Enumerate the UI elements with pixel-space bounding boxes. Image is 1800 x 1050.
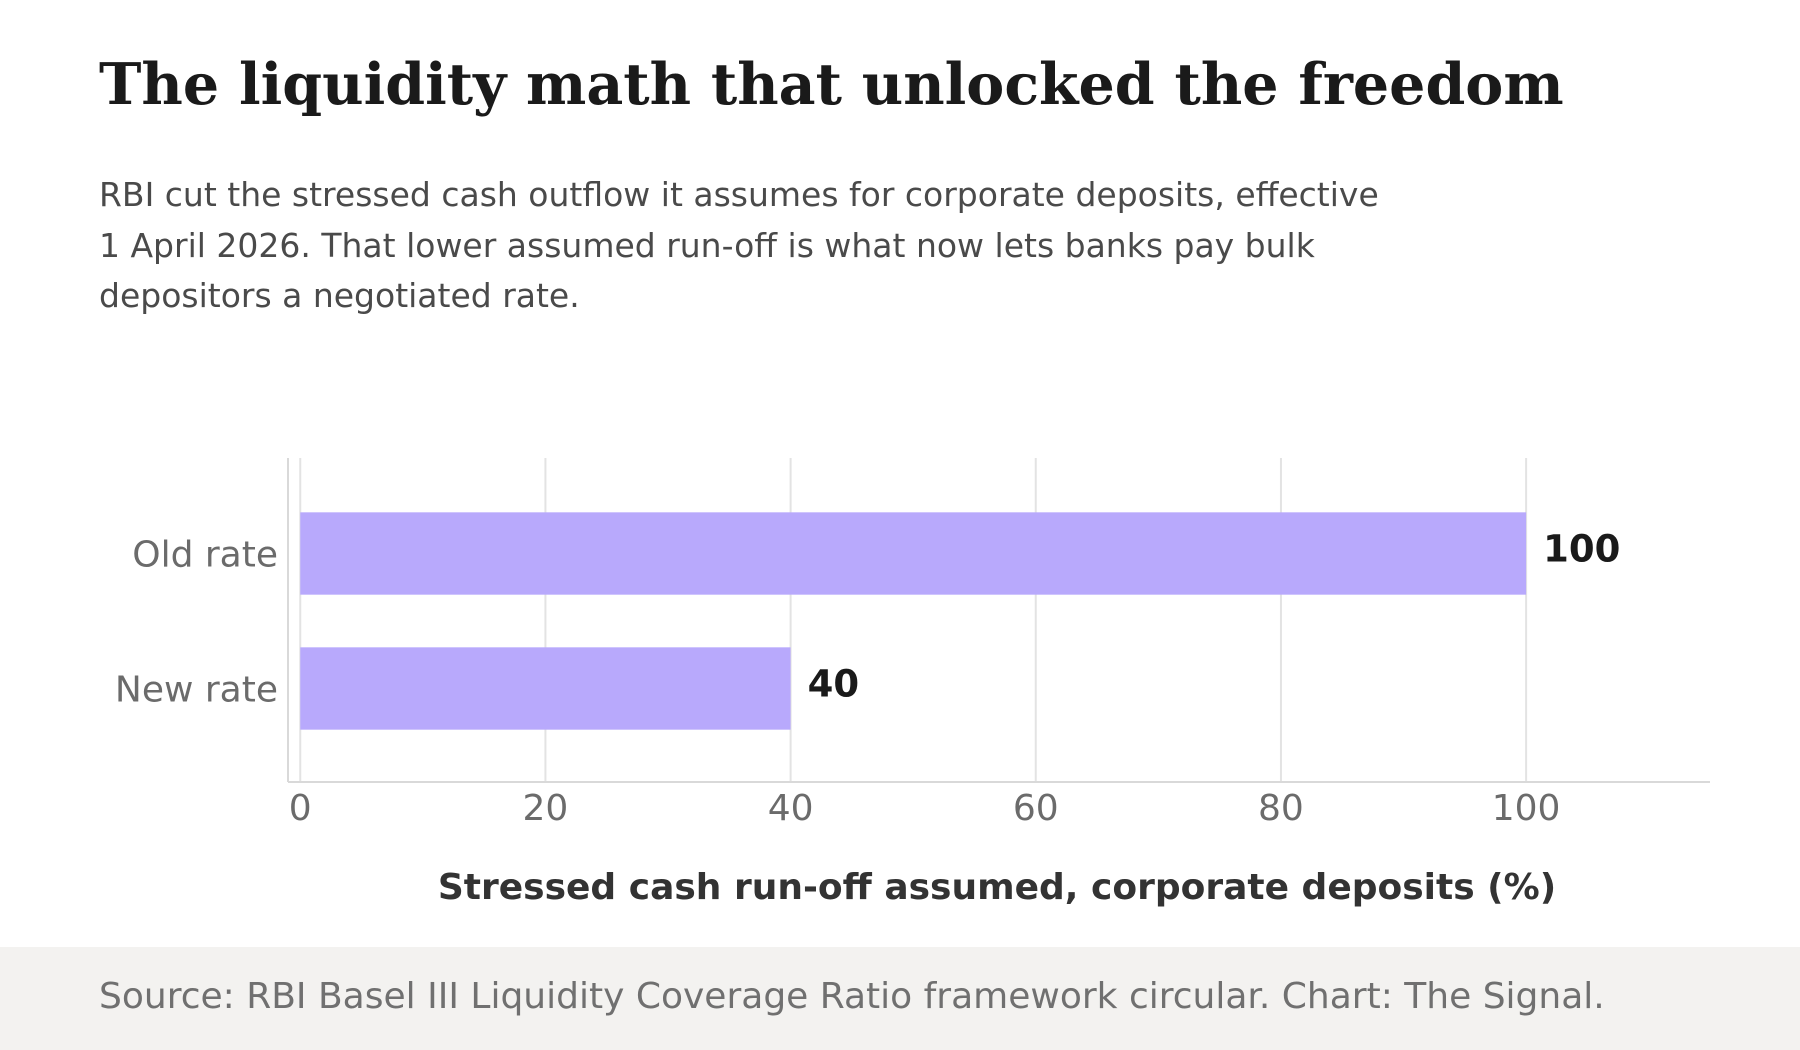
category-label-new-rate: New rate (115, 670, 278, 711)
data-label-new-rate: 40 (808, 663, 860, 706)
x-tick-label-0: 0 (289, 788, 312, 829)
x-tick-label-80: 80 (1258, 788, 1304, 829)
bar-old-rate (300, 512, 1527, 595)
x-tick-label-100: 100 (1492, 788, 1561, 829)
source-note: Source: RBI Basel III Liquidity Coverage… (99, 976, 1605, 1017)
bar-chart: 0 20 40 60 80 100 Old rate New rate 100 40 Stre… (115, 458, 1710, 908)
x-axis-label: Stressed cash run-off assumed, corporate… (438, 867, 1556, 908)
x-tick-labels: 0 20 40 60 80 100 (289, 788, 1561, 829)
x-tick-label-40: 40 (768, 788, 814, 829)
gridlines (299, 458, 1528, 782)
chart-subtitle: RBI cut the stressed cash outflow it ass… (99, 175, 1379, 315)
x-tick-label-60: 60 (1013, 788, 1059, 829)
data-labels: 100 40 (808, 528, 1621, 706)
bars (300, 512, 1527, 730)
chart-title: The liquidity math that unlocked the fre… (99, 51, 1564, 118)
bar-new-rate (300, 647, 791, 730)
category-label-old-rate: Old rate (132, 535, 278, 576)
x-tick-label-20: 20 (523, 788, 569, 829)
category-labels: Old rate New rate (115, 535, 278, 711)
footer: Source: RBI Basel III Liquidity Coverage… (0, 947, 1800, 1050)
data-label-old-rate: 100 (1543, 528, 1620, 571)
